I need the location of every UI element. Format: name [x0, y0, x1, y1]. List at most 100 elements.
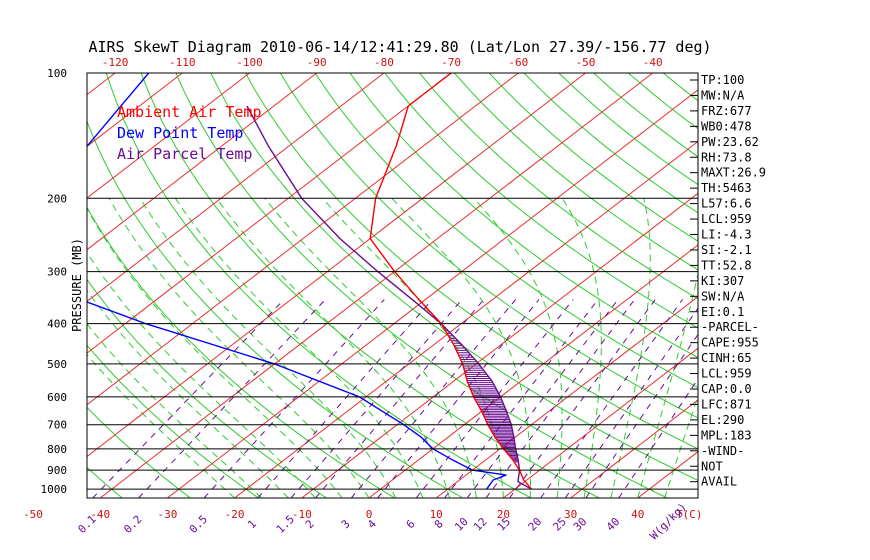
- mixing-ratio-lines: [92, 299, 698, 498]
- mixing-ratio-line: [290, 299, 463, 498]
- stability-index: MW:N/A: [701, 88, 745, 102]
- stability-index: -WIND-: [701, 444, 744, 458]
- stability-index: RH:73.8: [701, 150, 752, 164]
- pressure-tick-label: 400: [47, 318, 67, 331]
- moist-adiabat-line: [87, 323, 262, 498]
- legend: Ambient Air Temp Dew Point Temp Air Parc…: [117, 103, 262, 163]
- stability-index: TH:5463: [701, 181, 752, 195]
- stability-index: NOT: [701, 459, 723, 473]
- moist-adiabat-line: [87, 251, 316, 498]
- isotherm-line: [167, 89, 698, 498]
- mixing-ratio-tick-label: 12: [471, 515, 490, 534]
- top-temp-tick-label: -100: [236, 56, 263, 69]
- mixing-ratio-line: [92, 299, 285, 498]
- mixing-ratio-tick-label: 3: [339, 517, 353, 531]
- mixing-ratio-line: [138, 299, 326, 498]
- stability-index: AVAIL: [701, 475, 737, 489]
- pressure-tick-label: 500: [47, 358, 67, 371]
- legend-ambient-air-temp: Ambient Air Temp: [117, 103, 262, 121]
- stability-index: TT:52.8: [701, 258, 752, 272]
- isotherm-line: [87, 73, 250, 199]
- top-temp-tick-label: -120: [102, 56, 129, 69]
- stability-index: WB0:478: [701, 119, 752, 133]
- mixing-ratio-line: [540, 299, 683, 498]
- pressure-tick-label: 100: [47, 67, 67, 80]
- moist-adiabat-line: [391, 197, 531, 498]
- isotherm-line: [234, 140, 698, 498]
- dry-adiabat-line: [87, 466, 123, 498]
- moist-adiabat-line: [87, 353, 235, 498]
- top-temp-tick-label: -70: [441, 56, 461, 69]
- stability-index: MPL:183: [701, 428, 752, 442]
- moist-adiabat-line: [108, 198, 370, 498]
- moist-adiabat-line: [473, 197, 563, 498]
- isotherm-line: [772, 73, 870, 498]
- dry-adiabat-line: [210, 73, 698, 481]
- bottom-temp-tick-label: 0: [366, 508, 373, 521]
- bottom-temp-tick-label: 10: [430, 508, 443, 521]
- bottom-temp-tick-labels: -50 -40 -30 -20 -10 0 10 20 30 40: [23, 508, 644, 521]
- moist-adiabat-line: [139, 198, 397, 498]
- dry-adiabat-line: [837, 73, 870, 498]
- dry-adiabat-line: [768, 73, 870, 498]
- chart-title: AIRS SkewT Diagram 2010-06-14/12:41:29.8…: [88, 38, 711, 56]
- isotherm-line: [87, 73, 586, 458]
- isotherm-line: [0, 73, 48, 498]
- stability-index: CINH:65: [701, 351, 752, 365]
- moist-adiabat-line: [87, 207, 343, 498]
- ambient-air-temp-line: [369, 73, 533, 490]
- mixing-ratio-line: [350, 299, 517, 498]
- top-temp-tick-label: -50: [576, 56, 596, 69]
- dry-adiabat-line: [140, 73, 600, 498]
- legend-air-parcel-temp: Air Parcel Temp: [117, 145, 252, 163]
- stability-index: EL:290: [701, 413, 744, 427]
- dry-adiabat-line: [314, 73, 698, 389]
- stability-index: CAP:0.0: [701, 382, 752, 396]
- top-temp-tick-labels: -120 -110 -100 -90 -80 -70 -60 -50 -40: [102, 56, 663, 69]
- dry-adiabat-line: [87, 120, 464, 498]
- bottom-temp-tick-label: -10: [292, 508, 312, 521]
- pressure-tick-label: 900: [47, 464, 67, 477]
- mixing-ratio-tick-label: 1: [245, 517, 259, 531]
- bottom-temp-tick-label: 20: [497, 508, 510, 521]
- dry-adiabat-line: [662, 73, 698, 102]
- dry-adiabat-line: [87, 344, 259, 498]
- mixing-ratio-line: [444, 299, 599, 498]
- dry-adiabat-line: [384, 73, 698, 329]
- mixing-ratio-tick-label: 10: [452, 515, 471, 534]
- bottom-temp-tick-label: 40: [631, 508, 644, 521]
- stability-index: L57:6.6: [701, 197, 752, 211]
- mixing-ratio-line: [618, 377, 698, 498]
- profile-lines: [87, 73, 533, 490]
- dry-adiabat-line: [454, 73, 698, 271]
- stability-index: SW:N/A: [701, 289, 745, 303]
- moist-adiabat-line: [87, 289, 289, 498]
- bottom-unit-label: T(C): [676, 508, 703, 521]
- plot-frame: [86, 72, 699, 499]
- dry-adiabat-line: [87, 406, 191, 498]
- top-temp-tick-label: -110: [169, 56, 196, 69]
- bottom-temp-tick-label: -40: [90, 508, 110, 521]
- top-temp-tick-label: -40: [643, 56, 663, 69]
- mixing-ratio-tick-label: 0.5: [187, 513, 210, 536]
- mixing-ratio-line: [203, 299, 385, 498]
- stability-index: EI:0.1: [701, 305, 744, 319]
- bottom-temp-tick-label: 30: [564, 508, 577, 521]
- moist-adiabat-line: [174, 198, 424, 498]
- pressure-tick-label: 600: [47, 391, 67, 404]
- isotherm-line: [87, 73, 116, 96]
- bottom-temp-tick-label: -30: [157, 508, 177, 521]
- moist-adiabat-line: [610, 198, 651, 498]
- stability-index: LCL:959: [701, 367, 752, 381]
- mixing-ratio-tick-label: 20: [526, 515, 545, 534]
- moist-adiabat-line: [322, 197, 504, 498]
- mixing-ratio-line: [509, 299, 656, 498]
- stability-index: TP:100: [701, 73, 744, 87]
- stability-index: KI:307: [701, 274, 744, 288]
- cape-hatching: [442, 324, 519, 463]
- mixing-ratio-line: [485, 299, 636, 498]
- isotherm-line: [87, 73, 385, 303]
- mixing-ratio-line: [466, 299, 619, 498]
- dry-adiabat-line: [105, 73, 532, 498]
